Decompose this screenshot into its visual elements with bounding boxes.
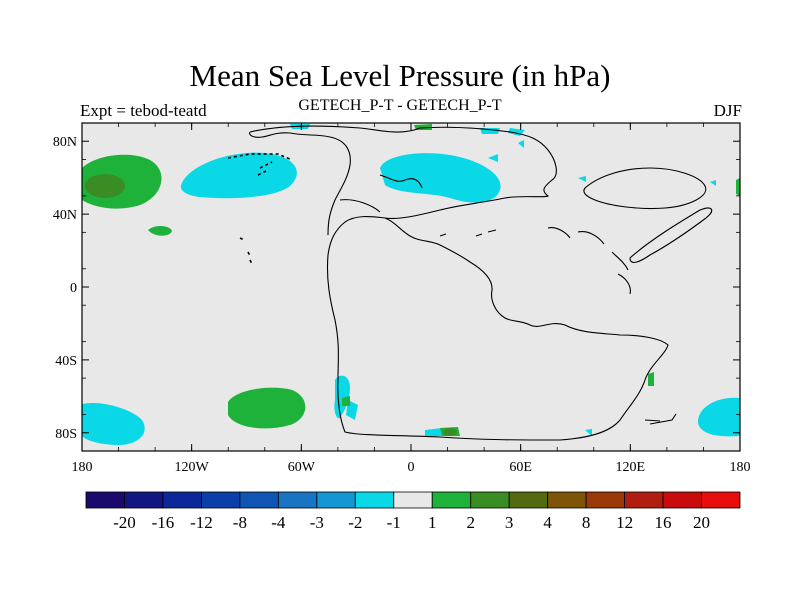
colorbar-label: -12	[190, 513, 213, 532]
colorbar-swatch	[354, 491, 395, 509]
colorbar-swatch	[85, 491, 125, 509]
colorbar-label: -8	[233, 513, 247, 532]
patch-andes-green	[342, 396, 350, 406]
patch-southern-core	[443, 428, 457, 436]
lon-tick-label: 120W	[175, 460, 210, 475]
colorbar-swatch	[585, 491, 625, 509]
patch-east-dot2	[710, 180, 716, 186]
colorbar-swatch	[239, 491, 279, 509]
patch-north-pacific-core	[85, 174, 125, 198]
coastline-cimmeria	[629, 207, 713, 263]
colorbar-label: 1	[428, 513, 437, 532]
map-title: Mean Sea Level Pressure (in hPa)	[189, 58, 611, 93]
colorbar-swatch	[662, 491, 702, 509]
season-label: DJF	[713, 101, 742, 120]
patch-arctic-dot	[488, 154, 498, 162]
lon-tick-label: 60W	[288, 460, 316, 475]
colorbar-swatch	[124, 491, 164, 509]
colorbar-swatch	[624, 491, 664, 509]
patch-indian	[585, 429, 592, 436]
coastline-main	[249, 125, 669, 441]
colorbar-label: 2	[466, 513, 475, 532]
colorbar-label: 12	[616, 513, 633, 532]
lat-tick-label: 0	[70, 281, 77, 296]
colorbar-swatch	[277, 491, 318, 509]
colorbar-swatch	[470, 491, 510, 509]
strong-positive-patch	[85, 174, 457, 436]
lon-tick-label: 120E	[616, 460, 646, 475]
colorbar-swatch	[547, 491, 587, 509]
colorbar-label: 8	[582, 513, 591, 532]
negative-anomaly-patches	[82, 124, 740, 445]
coastline-antarctic-detail	[644, 413, 677, 425]
coastline-north-inland	[339, 174, 423, 213]
patch-southwest-pacific	[82, 402, 145, 445]
lon-tick-label: 180	[72, 460, 93, 475]
colorbar-label: -20	[113, 513, 136, 532]
lat-tick-label: 80S	[55, 427, 77, 442]
colorbar-label: 3	[505, 513, 514, 532]
patch-east-dot	[578, 176, 586, 182]
lat-tick-label: 40N	[53, 208, 77, 223]
colorbar-swatch	[393, 491, 433, 509]
patch-pacific-small	[148, 225, 172, 236]
colorbar-swatch	[701, 491, 741, 509]
patch-arctic-europe	[380, 153, 501, 203]
dashed-lakes	[227, 153, 293, 265]
lon-tick-label: 60E	[509, 460, 532, 475]
experiment-label: Expt = tebod-teatd	[80, 101, 207, 120]
axis-ticks: 180 120W 60W 0 60E 120E 180 80N 40N 0 40S 80S	[53, 122, 751, 475]
colorbar-label: 16	[655, 513, 672, 532]
coastline-east-island	[583, 167, 707, 210]
lat-tick-label: 40S	[55, 354, 77, 369]
patch-east-edge	[736, 178, 740, 196]
colorbar-swatch	[162, 491, 202, 509]
colorbar-label: 4	[543, 513, 552, 532]
colorbar-label: -2	[348, 513, 362, 532]
colorbar-label: -16	[152, 513, 175, 532]
model-label: GETECH_P-T - GETECH_P-T	[298, 97, 502, 114]
colorbar-label: -3	[310, 513, 324, 532]
colorbar-label: -4	[271, 513, 286, 532]
colorbar-swatch	[316, 491, 356, 509]
patch-south-pacific	[228, 387, 306, 429]
patch-antarctic	[425, 428, 442, 436]
colorbar-label: 20	[693, 513, 710, 532]
colorbar-swatch	[201, 491, 241, 509]
coastlines	[249, 125, 713, 441]
patch-indian-green	[648, 372, 654, 386]
lat-tick-label: 80N	[53, 135, 77, 150]
patch-southeast-pacific	[697, 397, 740, 437]
lon-tick-label: 0	[408, 460, 415, 475]
colorbar-swatch	[508, 491, 549, 509]
colorbar-swatch	[431, 491, 472, 509]
coastline-north	[249, 131, 351, 236]
coastline-tethys-islands	[439, 227, 631, 295]
lon-tick-label: 180	[730, 460, 751, 475]
colorbar-label: -1	[387, 513, 401, 532]
colorbar: -20 -16 -12 -8 -4 -3 -2 -1 1 2 3 4 8 12 16 20	[85, 491, 741, 532]
patch-arctic-dot2	[518, 140, 524, 148]
